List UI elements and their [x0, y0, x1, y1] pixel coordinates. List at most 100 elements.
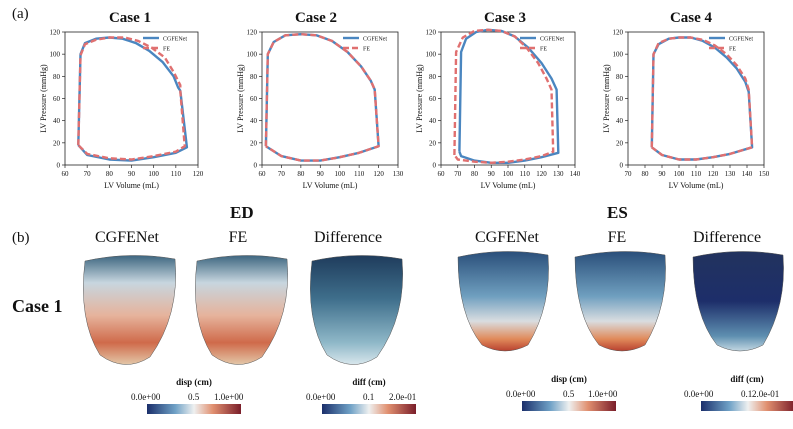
pv-chart-case1: Case 160 70 80 90 100 110 120020406080100120LV… [39, 10, 770, 190]
case4-ytick-label: 120 [613, 29, 624, 37]
case4-ytick-label: 0 [620, 162, 624, 170]
case1-xlabel: LV Volume (mL) [104, 181, 159, 190]
case1-series-fe-line [77, 36, 186, 161]
colorbar-diff-ed-title: diff (cm) [352, 377, 386, 387]
heart-title-es-difference: Difference [692, 229, 762, 246]
case2-xtick-label: 90 [317, 170, 325, 178]
colorbar-disp-ed-max: 1.0e+00 [214, 392, 244, 402]
case4-legend-label-cgfenet: CGFENet [729, 37, 753, 43]
heart-title-ed-fe: FE [228, 229, 248, 246]
case1-ylabel: LV Pressure (mmHg) [39, 64, 48, 133]
case2-xtick-label: 70 [278, 170, 286, 178]
colorbar-diff-ed-mid: 0.1 [363, 392, 375, 402]
case2-ytick-label: 20 [250, 139, 258, 147]
heart-title-ed-difference: Difference [313, 229, 383, 246]
case3-legend-label-cgfenet: CGFENet [540, 37, 564, 43]
case1-xtick-label: 70 [84, 170, 92, 178]
colorbar-disp-ed-title: disp (cm) [176, 377, 212, 387]
colorbar-disp-ed [147, 404, 241, 414]
heart-es-fe [574, 251, 666, 352]
case1-xtick-label: 90 [128, 170, 136, 178]
case1-ytick-label: 40 [53, 117, 61, 125]
colorbar-disp-es-min: 0.0e+00 [506, 389, 536, 399]
case2-xtick-label: 80 [297, 170, 305, 178]
colorbar-disp-es [522, 401, 616, 411]
case4-xtick-label: 140 [742, 170, 753, 178]
colorbar-diff-es-max: 2.0e-01 [752, 389, 780, 399]
case4-xtick-label: 90 [659, 170, 667, 178]
case3-ytick-label: 0 [433, 162, 437, 170]
colorbar-diff-es-title: diff (cm) [730, 374, 764, 384]
panel-b-label: (b) [12, 230, 30, 246]
case1-xtick-label: 60 [62, 170, 70, 178]
heart-title-es-cgfenet: CGFENet [475, 229, 539, 246]
case2-ytick-label: 80 [250, 73, 258, 81]
case3-ytick-label: 60 [429, 95, 437, 103]
colorbar-diff-ed [322, 404, 416, 414]
case1-xtick-label: 100 [148, 170, 159, 178]
heart-ed-fe [195, 255, 288, 365]
case1-legend-label-fe: FE [163, 47, 170, 53]
row-label-case1: Case 1 [12, 296, 63, 316]
colorbar-diff-ed-max: 2.0e-01 [389, 392, 417, 402]
heart-renders [83, 251, 784, 365]
case2-xtick-label: 130 [393, 170, 404, 178]
case3-xtick-label: 80 [471, 170, 479, 178]
case1-xtick-label: 110 [171, 170, 182, 178]
case1-xtick-label: 120 [193, 170, 204, 178]
case3-xtick-label: 130 [553, 170, 564, 178]
phase-ed-label: ED [230, 203, 254, 222]
case4-xtick-label: 150 [759, 170, 770, 178]
colorbar-disp-ed-min: 0.0e+00 [131, 392, 161, 402]
case3-xtick-label: 90 [488, 170, 496, 178]
case3-ytick-label: 40 [429, 117, 437, 125]
case3-series-fe-line [453, 28, 555, 165]
case3-xtick-label: 70 [454, 170, 462, 178]
case4-series-cgfenet-line [650, 36, 754, 161]
case4-xtick-label: 100 [674, 170, 685, 178]
case2-legend-label-fe: FE [363, 47, 370, 53]
case4-xtick-label: 130 [725, 170, 736, 178]
case4-legend-label-fe: FE [729, 47, 736, 53]
case2-ylabel: LV Pressure (mmHg) [236, 64, 245, 133]
case4-xlabel: LV Volume (mL) [669, 181, 724, 190]
case3-xtick-label: 60 [438, 170, 446, 178]
case1-title: Case 1 [109, 10, 151, 26]
case1-legend-label-cgfenet: CGFENet [163, 37, 187, 43]
case4-xtick-label: 110 [691, 170, 702, 178]
case4-xtick-label: 70 [625, 170, 633, 178]
colorbar-disp-es-mid: 0.5 [563, 389, 575, 399]
case3-ytick-label: 20 [429, 139, 437, 147]
case4-ytick-label: 20 [616, 139, 624, 147]
phase-es-label: ES [607, 203, 628, 222]
heart-es-difference [692, 251, 784, 352]
case2-ytick-label: 0 [254, 162, 258, 170]
case4-ytick-label: 80 [616, 73, 624, 81]
case3-xtick-label: 120 [536, 170, 547, 178]
case3-xtick-label: 140 [570, 170, 581, 178]
colorbar-disp-ed-mid: 0.5 [188, 392, 200, 402]
case2-legend-label-cgfenet: CGFENet [363, 37, 387, 43]
case2-title: Case 2 [295, 10, 337, 26]
panel-a-label: (a) [12, 6, 29, 22]
case2-ytick-label: 120 [247, 29, 258, 37]
heart-es-cgfenet [457, 251, 549, 352]
case1-series-cgfenet-line [77, 36, 189, 162]
case3-title: Case 3 [484, 10, 526, 26]
case3-xlabel: LV Volume (mL) [481, 181, 536, 190]
heart-title-ed-cgfenet: CGFENet [95, 229, 159, 246]
colorbar-diff-es-min: 0.0e+00 [684, 389, 714, 399]
colorbar-disp-es-title: disp (cm) [551, 374, 587, 384]
case2-xlabel: LV Volume (mL) [303, 181, 358, 190]
case2-ytick-label: 40 [250, 117, 258, 125]
heart-ed-cgfenet [83, 255, 176, 365]
case1-ytick-label: 100 [50, 51, 61, 59]
case1-ytick-label: 20 [53, 139, 61, 147]
case3-ytick-label: 80 [429, 73, 437, 81]
heart-title-es-fe: FE [607, 229, 627, 246]
heart-ed-difference [310, 255, 403, 365]
colorbar-diff-es-mid: 0.1 [741, 389, 753, 399]
case1-ytick-label: 60 [53, 95, 61, 103]
case4-ytick-label: 100 [613, 51, 624, 59]
case1-ytick-label: 120 [50, 29, 61, 37]
